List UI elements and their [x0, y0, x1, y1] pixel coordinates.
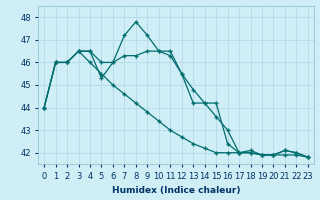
X-axis label: Humidex (Indice chaleur): Humidex (Indice chaleur): [112, 186, 240, 195]
